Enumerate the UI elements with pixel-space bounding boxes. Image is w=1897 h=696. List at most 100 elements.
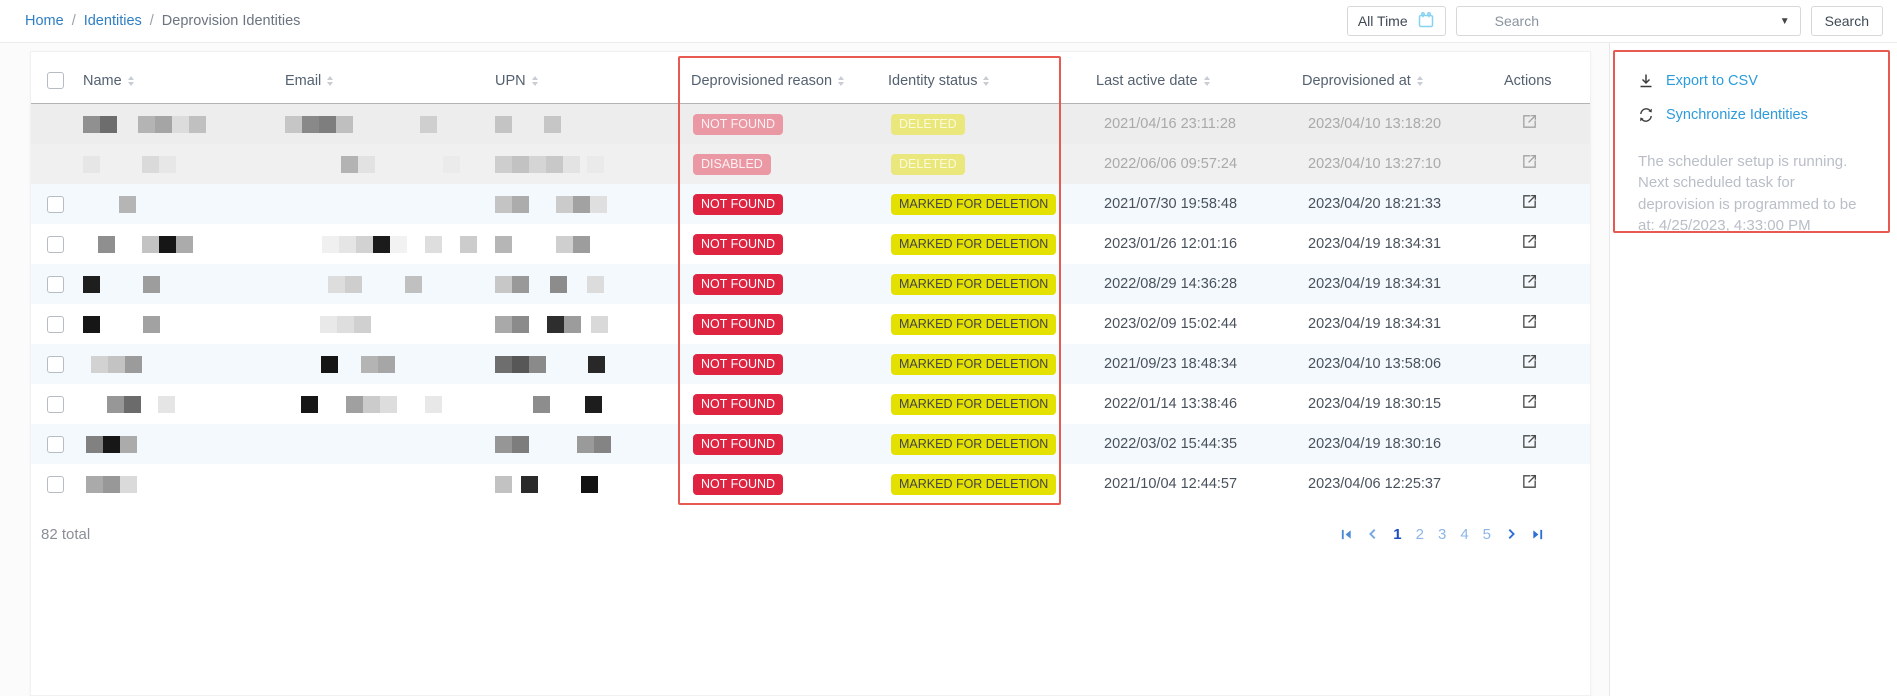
breadcrumb-link-identities[interactable]: Identities [83,13,142,29]
open-identity-button[interactable] [1521,433,1538,450]
export-csv-button[interactable]: Export to CSV [1638,73,1879,89]
deprovisioned-reason-badge: NOT FOUND [693,193,784,215]
identity-status-cell: MARKED FOR DELETION [888,233,1096,255]
row-select-cell [31,475,83,493]
sort-icon[interactable] [1416,75,1423,86]
last-active-date: 2022/06/06 09:57:24 [1104,156,1238,172]
redaction-block [556,195,607,213]
last-active-date: 2022/01/14 13:38:46 [1104,396,1238,412]
column-header-deprovisioned-reason[interactable]: Deprovisioned reason [691,73,888,89]
last-active-date: 2021/10/04 12:44:57 [1104,476,1238,492]
redacted-name [83,435,285,453]
column-header-upn[interactable]: UPN [495,73,691,89]
sort-icon[interactable] [838,75,845,86]
last-page-button[interactable] [1531,528,1544,541]
table-row: NOT FOUND MARKED FOR DELETION 2022/08/29 1… [31,264,1590,304]
prev-page-button[interactable] [1367,528,1379,540]
last-active-date-cell: 2021/07/30 19:58:48 [1096,195,1302,213]
open-identity-icon [1523,394,1537,408]
redaction-block [550,275,567,293]
row-checkbox[interactable] [47,435,64,453]
redaction-pixel [573,195,590,213]
open-identity-button[interactable] [1521,153,1538,170]
row-checkbox[interactable] [47,395,64,413]
page-button[interactable]: 5 [1482,525,1491,543]
first-page-button[interactable] [1340,528,1353,541]
open-identity-button[interactable] [1521,473,1538,490]
last-active-date: 2023/01/26 12:01:16 [1104,236,1238,252]
redacted-email [285,155,495,173]
redaction-pixel [591,315,608,333]
open-identity-button[interactable] [1521,353,1538,370]
row-checkbox[interactable] [47,235,64,253]
synchronize-identities-button[interactable]: Synchronize Identities [1638,107,1879,123]
redaction-pixel [103,475,120,493]
open-identity-button[interactable] [1521,273,1538,290]
redaction-block [577,435,611,453]
redaction-pixel [341,155,358,173]
page-button[interactable]: 4 [1460,525,1469,543]
date-filter-button[interactable]: All Time [1346,6,1446,36]
page-button[interactable]: 1 [1393,525,1402,543]
breadcrumb-link-home[interactable]: Home [25,13,64,29]
row-select-cell [31,395,83,413]
column-header-identity-status[interactable]: Identity status [888,73,1096,89]
row-checkbox[interactable] [47,355,64,373]
deprovisioned-at-cell: 2023/04/19 18:34:31 [1302,275,1504,293]
deprovisioned-reason-badge: NOT FOUND [693,313,784,335]
redaction-pixel [546,155,563,173]
chevron-down-icon[interactable]: ▼ [1779,15,1790,27]
page-button[interactable]: 3 [1437,525,1447,543]
row-select-cell [31,435,83,453]
redaction-pixel [120,435,137,453]
page-button[interactable]: 2 [1415,525,1424,543]
redaction-pixel [142,155,159,173]
deprovisioned-at-cell: 2023/04/19 18:30:16 [1302,435,1504,453]
next-page-button[interactable] [1505,528,1517,540]
redaction-pixel [495,315,512,333]
redacted-name [83,395,285,413]
open-identity-button[interactable] [1521,113,1538,130]
redaction-pixel [495,195,512,213]
column-header-name[interactable]: Name [83,73,285,89]
sort-icon[interactable] [127,75,134,86]
redaction-pixel [103,435,120,453]
deprovisioned-reason-cell: NOT FOUND [691,393,888,415]
row-select-cell [31,235,83,253]
open-identity-icon [1523,194,1537,208]
row-select-cell [31,195,83,213]
sort-icon[interactable] [1203,75,1210,86]
table-row: NOT FOUND MARKED FOR DELETION 2022/01/14 1… [31,384,1590,424]
column-header-last-active-date[interactable]: Last active date [1096,73,1302,89]
open-identity-button[interactable] [1521,193,1538,210]
sort-icon[interactable] [983,75,990,86]
redacted-email [285,355,495,373]
sort-icon[interactable] [327,75,334,86]
column-header-deprovisioned-at[interactable]: Deprovisioned at [1302,73,1504,89]
redacted-name [83,235,285,253]
sort-icon[interactable] [531,75,538,86]
redaction-block [142,155,176,173]
redacted-upn [495,475,691,493]
identity-status-badge: MARKED FOR DELETION [891,233,1057,255]
redaction-pixel [107,395,124,413]
row-checkbox[interactable] [47,315,64,333]
redaction-block [320,315,371,333]
last-active-date: 2023/02/09 15:02:44 [1104,316,1238,332]
open-identity-button[interactable] [1521,233,1538,250]
search-combobox[interactable]: ▼ [1455,6,1801,36]
row-checkbox[interactable] [47,275,64,293]
row-checkbox[interactable] [47,195,64,213]
deprovisioned-at: 2023/04/19 18:34:31 [1308,236,1442,252]
search-button[interactable]: Search [1810,6,1883,36]
search-input[interactable] [1494,13,1774,29]
row-checkbox[interactable] [47,475,64,493]
column-header-email[interactable]: Email [285,73,495,89]
select-all-checkbox[interactable] [47,72,64,89]
redaction-pixel [420,115,437,133]
redaction-pixel [529,355,546,373]
open-identity-button[interactable] [1521,393,1538,410]
open-identity-icon [1523,114,1537,128]
identity-status-badge: MARKED FOR DELETION [891,273,1057,295]
open-identity-button[interactable] [1521,313,1538,330]
